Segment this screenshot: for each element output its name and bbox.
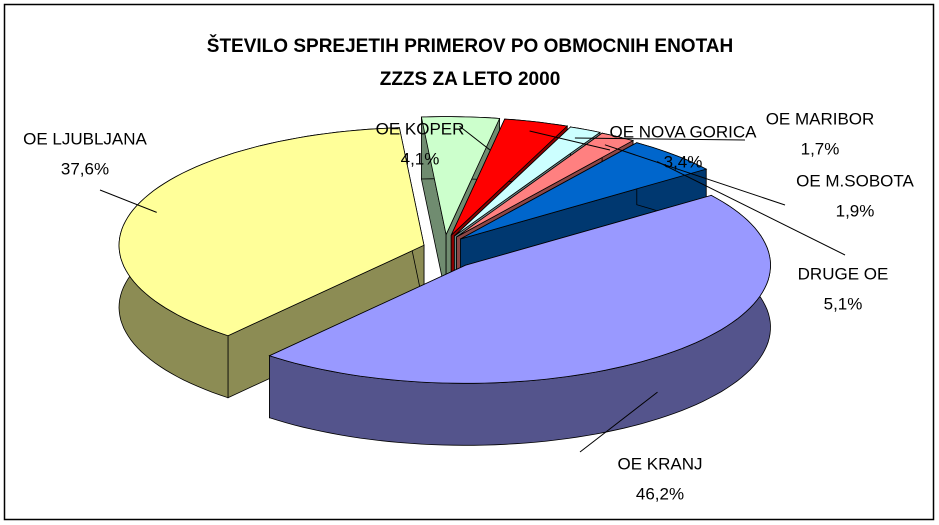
- value-label: 1,9%: [836, 201, 875, 220]
- value-label: 5,1%: [824, 294, 863, 313]
- pie-slice: [268, 194, 771, 446]
- leader-line: [459, 125, 491, 151]
- category-label: OE LJUBLJANA: [23, 129, 147, 148]
- value-label: 46,2%: [636, 484, 684, 503]
- category-label: DRUGE OE: [798, 264, 889, 283]
- category-label: OE M.SOBOTA: [796, 171, 914, 190]
- chart-title: ŠTEVILO SPREJETIH PRIMEROV PO OBMOCNIH E…: [207, 35, 733, 57]
- category-label: OE NOVA GORICA: [609, 122, 757, 141]
- value-label: 37,6%: [61, 159, 109, 178]
- leader-line: [656, 161, 846, 256]
- pie-slice: [118, 127, 425, 399]
- leader-line: [529, 130, 611, 151]
- slice-top: [460, 142, 708, 240]
- slice-top: [456, 132, 635, 238]
- leader-line: [579, 391, 658, 453]
- value-label: 1,7%: [801, 139, 840, 158]
- leader-line: [99, 189, 157, 213]
- slice-top: [450, 118, 569, 236]
- category-label: OE KRANJ: [617, 454, 702, 473]
- slice-top: [420, 116, 501, 236]
- category-label: OE MARIBOR: [766, 109, 875, 128]
- chart-title: ZZZS ZA LETO 2000: [380, 69, 561, 90]
- value-label: 3,4%: [664, 152, 703, 171]
- leader-line: [604, 144, 786, 206]
- slice-top: [118, 127, 425, 337]
- category-label: OE KOPER: [376, 119, 465, 138]
- value-label: 4,1%: [401, 149, 440, 168]
- leader-line: [574, 137, 746, 141]
- slice-top: [268, 194, 771, 384]
- slice-top: [454, 126, 601, 237]
